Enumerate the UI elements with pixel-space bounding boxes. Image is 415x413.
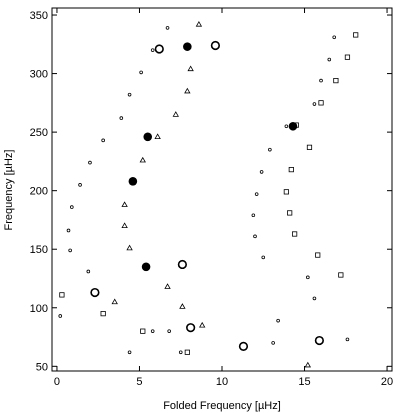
- y-tick-label: 150: [30, 244, 48, 256]
- data-point-small-open-circle: [119, 116, 124, 120]
- data-point-small-open-circle: [271, 341, 275, 345]
- axis-ticks: 0 5 10 15 20 50 100 150 200 250 300 350: [30, 8, 393, 388]
- data-point-filled-circle: [183, 42, 192, 51]
- data-point-small-open-circle: [70, 205, 74, 209]
- data-point-small-open-circle: [58, 314, 63, 318]
- data-point-small-open-circle: [167, 329, 171, 333]
- data-point-large-open-circle: [238, 341, 249, 352]
- x-tick-label: 10: [216, 376, 228, 388]
- data-point-small-open-circle: [327, 57, 332, 62]
- data-point-square: [283, 189, 289, 195]
- data-point-square: [353, 32, 359, 38]
- data-point-small-open-circle: [78, 183, 82, 187]
- y-tick-label: 350: [30, 10, 48, 22]
- data-point-square: [333, 78, 339, 84]
- data-point-small-open-circle: [284, 124, 289, 129]
- data-point-small-open-circle: [268, 147, 272, 152]
- data-points: [58, 20, 359, 368]
- data-point-small-open-circle: [251, 213, 256, 218]
- data-point-small-open-circle: [127, 350, 132, 355]
- data-point-small-open-circle: [276, 318, 280, 323]
- data-point-small-open-circle: [139, 70, 143, 75]
- data-point-square: [315, 252, 321, 258]
- data-point-large-open-circle: [90, 287, 100, 298]
- data-point-square: [140, 328, 146, 334]
- data-point-large-open-circle: [154, 44, 164, 54]
- data-point-square: [344, 54, 351, 60]
- data-point-large-open-circle: [314, 335, 324, 346]
- data-point-small-open-circle: [253, 234, 257, 239]
- y-tick-label: 250: [30, 127, 48, 139]
- data-point-small-open-circle: [178, 350, 183, 355]
- data-point-square: [288, 166, 294, 173]
- data-point-triangle: [121, 222, 128, 229]
- x-tick-label: 0: [54, 376, 60, 388]
- data-point-large-open-circle: [210, 40, 220, 51]
- data-point-square: [59, 292, 65, 298]
- y-tick-label: 50: [36, 361, 48, 373]
- data-point-small-open-circle: [312, 296, 317, 301]
- data-point-triangle: [121, 201, 128, 207]
- data-point-filled-circle: [128, 177, 138, 186]
- data-point-small-open-circle: [306, 275, 310, 280]
- y-tick-label: 200: [30, 186, 48, 198]
- data-point-large-open-circle: [186, 323, 196, 333]
- data-point-square: [100, 311, 106, 317]
- plot-frame: [51, 7, 393, 372]
- data-point-triangle: [304, 361, 312, 368]
- data-point-square: [338, 272, 344, 278]
- data-point-small-open-circle: [319, 78, 323, 83]
- data-point-small-open-circle: [312, 102, 317, 106]
- data-point-small-open-circle: [165, 26, 170, 30]
- data-point-small-open-circle: [150, 329, 155, 333]
- y-axis-label: Frequency [µHz]: [3, 150, 15, 231]
- data-point-filled-circle: [288, 121, 298, 131]
- x-axis-label: Folded Frequency [µHz]: [163, 400, 281, 412]
- data-point-triangle: [179, 303, 186, 309]
- data-point-triangle: [126, 244, 133, 251]
- x-tick-label: 20: [381, 376, 393, 388]
- data-point-triangle: [172, 111, 179, 117]
- data-point-square: [318, 100, 324, 106]
- data-point-square: [287, 210, 293, 216]
- y-tick-label: 100: [30, 303, 48, 315]
- data-point-filled-circle: [141, 262, 151, 272]
- data-point-small-open-circle: [68, 248, 72, 253]
- data-point-small-open-circle: [345, 337, 350, 342]
- data-point-triangle: [111, 298, 118, 305]
- data-point-small-open-circle: [88, 160, 92, 165]
- data-point-triangle: [154, 133, 161, 140]
- data-point-square: [292, 231, 298, 237]
- data-point-triangle: [199, 321, 206, 328]
- data-point-small-open-circle: [86, 269, 91, 274]
- data-point-square: [184, 349, 190, 355]
- data-point-small-open-circle: [261, 255, 266, 260]
- x-tick-label: 15: [298, 376, 310, 388]
- data-point-small-open-circle: [259, 170, 264, 174]
- data-point-small-open-circle: [332, 35, 337, 40]
- data-point-triangle: [164, 283, 171, 289]
- data-point-small-open-circle: [127, 92, 132, 97]
- data-point-small-open-circle: [254, 192, 259, 196]
- data-point-small-open-circle: [66, 228, 71, 233]
- data-point-triangle: [139, 156, 146, 163]
- data-point-triangle: [195, 20, 203, 27]
- data-point-large-open-circle: [177, 259, 187, 270]
- data-point-small-open-circle: [150, 48, 155, 52]
- data-point-square: [306, 144, 313, 150]
- data-point-triangle: [187, 65, 194, 72]
- y-tick-label: 300: [30, 69, 48, 81]
- data-point-triangle: [184, 87, 191, 94]
- x-tick-label: 5: [136, 376, 142, 388]
- data-point-small-open-circle: [101, 138, 105, 143]
- data-point-filled-circle: [143, 132, 153, 142]
